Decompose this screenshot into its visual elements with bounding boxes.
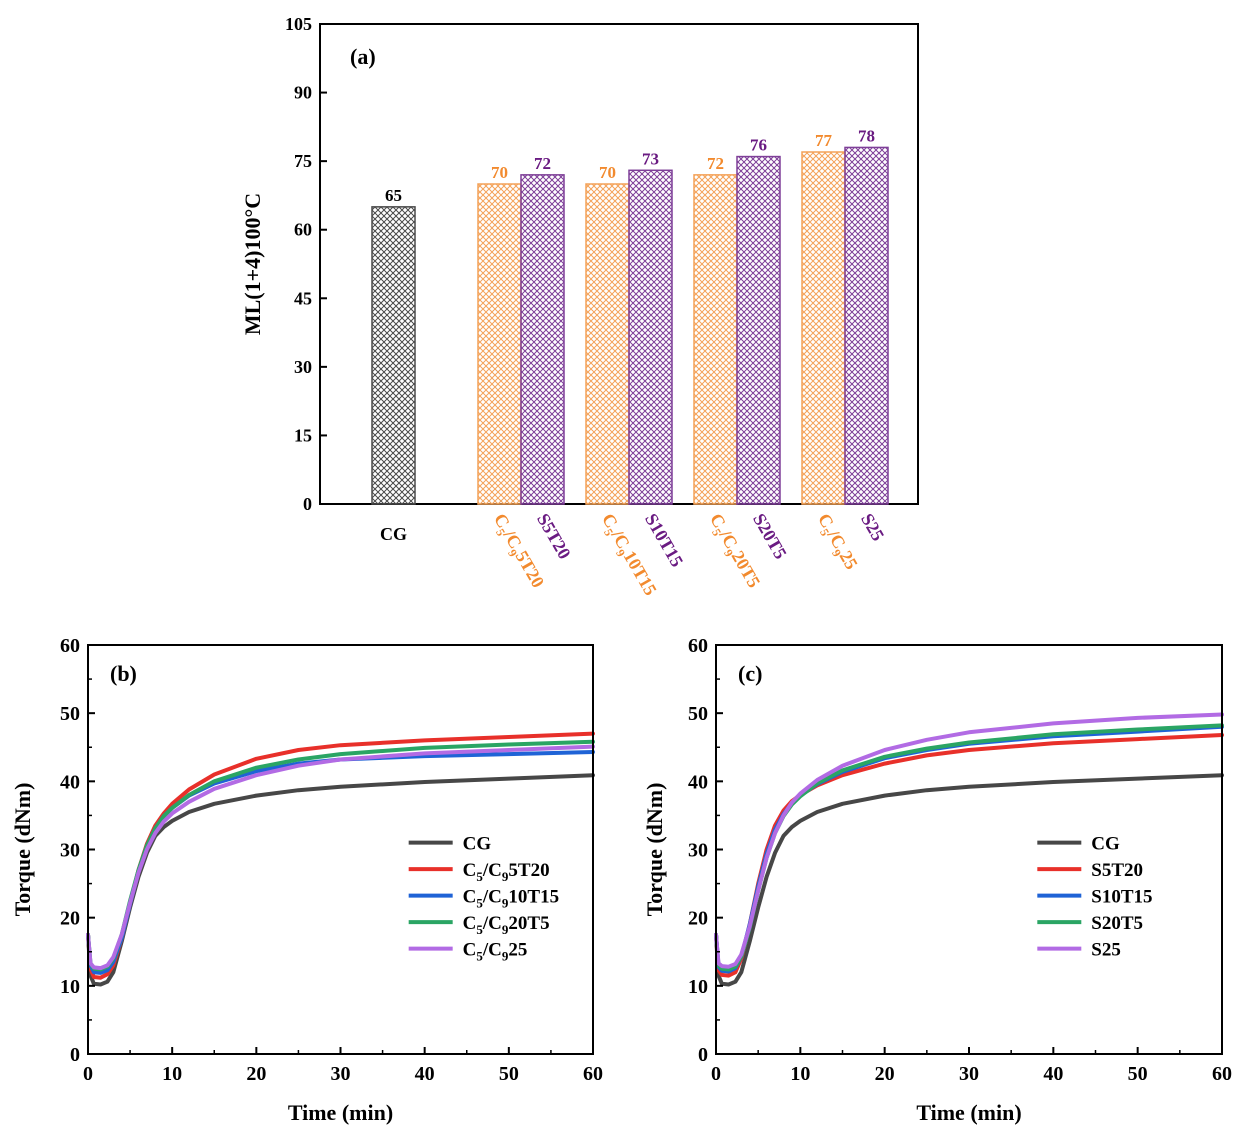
x-tick-label: S5T20 <box>533 510 575 562</box>
legend-label: S25 <box>1091 940 1121 961</box>
bar <box>801 151 846 505</box>
x-tick-label: S25 <box>857 510 888 544</box>
y-tick-label: 0 <box>303 494 312 514</box>
bar <box>371 206 416 505</box>
y-tick-label: 20 <box>60 908 80 930</box>
y-tick-label: 10 <box>688 976 708 998</box>
x-tick-label: 50 <box>499 1063 519 1085</box>
panel-label: (c) <box>738 661 762 686</box>
x-tick-label: S20T5 <box>749 510 791 562</box>
x-tick-label: 10 <box>790 1063 810 1085</box>
line-chart-panel-c: 0 10 20 30 40 50 60 0 10 20 30 40 50 60 Time (min) Torq… <box>642 635 1232 1125</box>
series-line <box>86 739 595 972</box>
y-tick-label: 60 <box>688 635 708 657</box>
plot-frame <box>715 644 1223 1055</box>
series-line <box>714 773 1224 987</box>
x-tick-label: 30 <box>331 1063 351 1085</box>
x-axis-label: Time (min) <box>288 1100 393 1125</box>
bar-value-label: 73 <box>642 149 659 168</box>
series-line <box>714 724 1224 974</box>
bar-value-label: 72 <box>534 154 551 173</box>
y-tick-label: 40 <box>688 771 708 793</box>
y-axis-label: Torque (dNm) <box>10 783 35 917</box>
y-axis-label: Torque (dNm) <box>642 783 667 917</box>
x-tick-label: S10T15 <box>641 510 687 570</box>
x-tick-label: CG <box>380 524 407 544</box>
line-chart-panel-b: 0 10 20 30 40 50 60 0 10 20 30 40 50 60 Time (min) Torq… <box>10 635 603 1125</box>
panel-label: (b) <box>110 661 137 686</box>
legend-label: S20T5 <box>1091 913 1143 934</box>
x-tick-label: 0 <box>83 1063 93 1085</box>
legend-label: S10T15 <box>1091 887 1152 908</box>
y-tick-label: 90 <box>294 83 312 103</box>
y-tick-label: 60 <box>294 220 312 240</box>
y-tick-label: 40 <box>60 771 80 793</box>
bar <box>844 146 889 505</box>
series-line <box>714 733 1224 978</box>
y-tick-label: 30 <box>60 840 80 862</box>
y-tick-label: 30 <box>688 840 708 862</box>
bar <box>693 174 738 505</box>
y-tick-label: 50 <box>60 703 80 725</box>
x-tick-label: 0 <box>711 1063 721 1085</box>
x-tick-label: 50 <box>1128 1063 1148 1085</box>
x-tick-label: 20 <box>246 1063 266 1085</box>
panel-label: (a) <box>350 44 376 69</box>
bar <box>628 169 673 505</box>
y-tick-label: 60 <box>60 635 80 657</box>
legend-label: C5/C925 <box>463 940 528 964</box>
x-tick-label: 30 <box>959 1063 979 1085</box>
y-tick-label: 105 <box>285 14 312 34</box>
y-tick-label: 50 <box>688 703 708 725</box>
legend-label: S5T20 <box>1091 860 1143 881</box>
series-line <box>714 712 1224 969</box>
bar-value-label: 78 <box>858 126 875 145</box>
bar-value-label: 76 <box>750 136 767 155</box>
series-line <box>714 723 1224 972</box>
x-tick-label: 40 <box>415 1063 435 1085</box>
y-tick-label: 0 <box>698 1044 708 1066</box>
bar-value-label: 72 <box>707 154 724 173</box>
bar <box>477 183 522 505</box>
legend-label: C5/C920T5 <box>463 913 550 937</box>
bar-value-label: 70 <box>599 163 616 182</box>
y-tick-label: 15 <box>294 425 312 445</box>
series-line <box>86 744 595 971</box>
legend-label: C5/C95T20 <box>463 860 550 884</box>
bar-value-label: 65 <box>385 186 402 205</box>
x-tick-label: C5/C925 <box>811 510 862 575</box>
x-axis-label: Time (min) <box>916 1100 1021 1125</box>
y-tick-label: 20 <box>688 908 708 930</box>
x-tick-label: 20 <box>875 1063 895 1085</box>
bar <box>520 174 565 505</box>
legend-label: CG <box>1091 834 1120 855</box>
bar-value-label: 77 <box>815 131 833 150</box>
x-tick-label: 60 <box>1212 1063 1232 1085</box>
legend-label: CG <box>463 834 492 855</box>
x-tick-label: 40 <box>1043 1063 1063 1085</box>
plot-frame <box>87 644 594 1055</box>
y-axis-label: ML(1+4)100°C <box>240 193 265 335</box>
bar <box>736 155 781 505</box>
y-tick-label: 45 <box>294 288 312 308</box>
legend-label: C5/C910T15 <box>463 887 559 911</box>
y-tick-label: 75 <box>294 151 312 171</box>
y-tick-label: 10 <box>60 976 80 998</box>
bar-chart-panel: 0 15 30 45 60 75 90 105 ML(1+4)100°C (a) 65 70 72 70 7… <box>240 14 919 599</box>
bar <box>585 183 630 505</box>
bar-value-label: 70 <box>491 163 508 182</box>
y-tick-label: 0 <box>70 1044 80 1066</box>
x-tick-label: 60 <box>583 1063 603 1085</box>
x-tick-label: 10 <box>162 1063 182 1085</box>
y-tick-label: 30 <box>294 357 312 377</box>
